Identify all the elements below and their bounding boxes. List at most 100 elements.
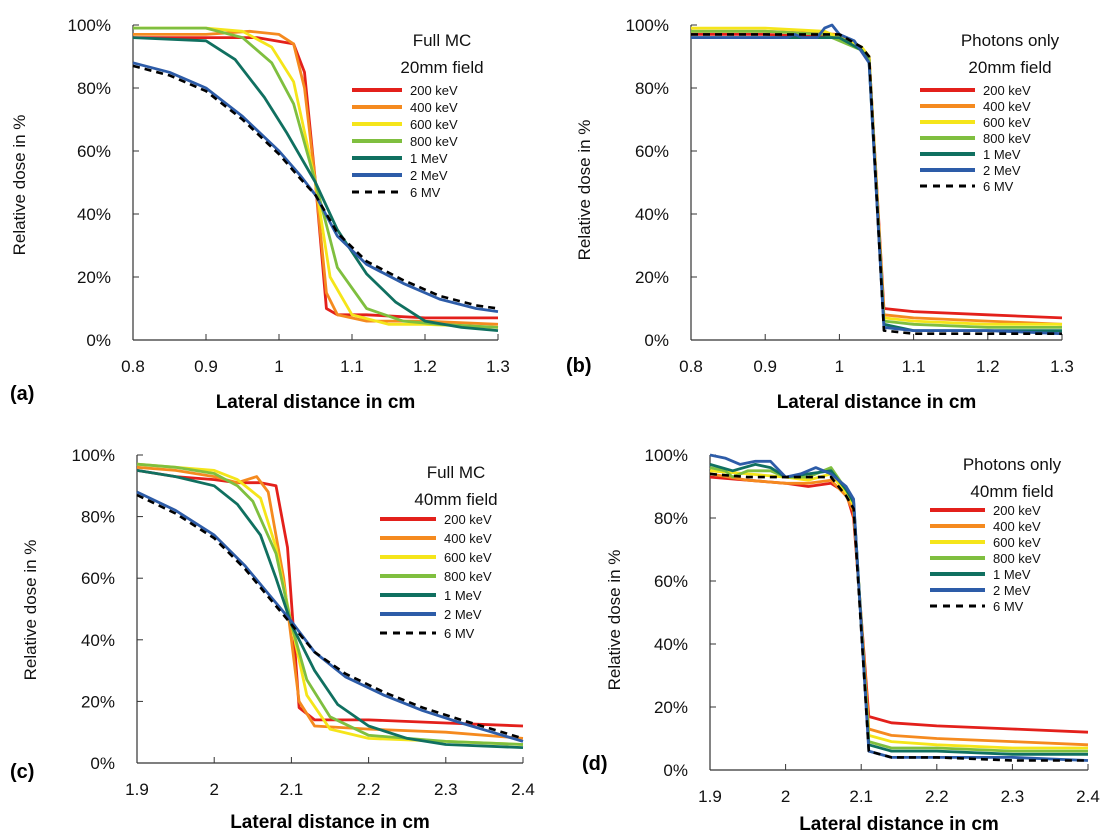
chart-panel-0: 0.8 0.9 1 1.1 1.2 1.3 0% 20% 40% 60% 80% 100% 200 ke… [10, 16, 510, 413]
legend-label: 600 keV [993, 535, 1041, 550]
series-line-400-kev [709, 472, 1089, 747]
y-tick-label: 60% [654, 572, 688, 591]
x-tick-label: 2.3 [434, 780, 458, 799]
chart-annotation: 20mm field [968, 58, 1051, 77]
y-tick-label: 0% [90, 754, 115, 773]
x-tick-label: 2.1 [849, 787, 873, 806]
x-tick-label: 1.1 [340, 357, 364, 376]
x-tick-label: 0.9 [753, 357, 777, 376]
series-line-1-mev [132, 36, 499, 332]
y-tick-label: 80% [654, 509, 688, 528]
chart-panel-2: 1.9 2 2.1 2.2 2.3 2.4 0% 20% 40% 60% 80% 100% 200 ke… [10, 446, 535, 833]
y-tick-label: 100% [645, 446, 688, 465]
series-line-800-kev [691, 29, 1062, 329]
x-tick-label: 2 [781, 787, 790, 806]
legend-label: 1 MeV [410, 151, 448, 166]
y-tick-label: 40% [635, 205, 669, 224]
y-tick-label: 100% [68, 16, 111, 35]
x-tick-label: 1.9 [125, 780, 149, 799]
legend-label: 400 keV [993, 519, 1041, 534]
y-tick-label: 20% [77, 268, 111, 287]
legend-label: 600 keV [983, 115, 1031, 130]
x-tick-label: 1.2 [976, 357, 1000, 376]
x-tick-label: 1.1 [902, 357, 926, 376]
series-line-600-kev [709, 469, 1088, 750]
y-tick-label: 0% [663, 761, 688, 780]
legend-label: 200 keV [993, 503, 1041, 518]
series-line-2-mev [691, 23, 1063, 336]
y-tick-label: 80% [77, 79, 111, 98]
y-tick-label: 40% [77, 205, 111, 224]
series-line-800-kev [136, 462, 524, 746]
y-tick-label: 60% [77, 142, 111, 161]
legend-label: 6 MV [410, 185, 441, 200]
legend-label: 1 MeV [993, 567, 1031, 582]
panel-label: (b) [566, 355, 592, 377]
legend-label: 1 MeV [983, 147, 1021, 162]
legend-label: 200 keV [444, 512, 492, 527]
x-axis-label: Lateral distance in cm [230, 812, 430, 833]
legend-label: 200 keV [983, 83, 1031, 98]
x-axis-label: Lateral distance in cm [777, 392, 977, 413]
x-tick-label: 2.4 [1076, 787, 1100, 806]
y-axis-label: Relative dose in % [10, 115, 29, 256]
y-tick-label: 80% [81, 508, 115, 527]
legend-label: 2 MeV [444, 607, 482, 622]
x-tick-label: 1.3 [1050, 357, 1074, 376]
legend-label: 2 MeV [983, 163, 1021, 178]
legend-label: 600 keV [444, 550, 492, 565]
x-tick-label: 2 [209, 780, 218, 799]
x-tick-label: 0.8 [121, 357, 145, 376]
legend-label: 800 keV [410, 134, 458, 149]
y-tick-label: 0% [644, 331, 669, 350]
x-axis-label: Lateral distance in cm [216, 392, 416, 413]
legend-label: 400 keV [444, 531, 492, 546]
series-line-6-mv [709, 472, 1088, 762]
series-line-6-mv [136, 493, 524, 740]
y-tick-label: 20% [635, 268, 669, 287]
y-axis-label: Relative dose in % [21, 540, 40, 681]
series-line-200-kev [136, 469, 524, 728]
legend-label: 2 MeV [993, 583, 1031, 598]
legend-label: 6 MV [444, 626, 475, 641]
legend-label: 6 MV [993, 599, 1024, 614]
chart-annotation: Full MC [413, 31, 472, 50]
x-tick-label: 2.1 [280, 780, 304, 799]
chart-panel-3: 1.9 2 2.1 2.2 2.3 2.4 0% 20% 40% 60% 80% 100% 200 ke… [582, 446, 1100, 835]
x-axis-label: Lateral distance in cm [799, 814, 999, 835]
chart-annotation: Photons only [963, 455, 1062, 474]
y-tick-label: 40% [81, 631, 115, 650]
y-tick-label: 100% [626, 16, 669, 35]
y-tick-label: 20% [81, 692, 115, 711]
x-tick-label: 2.4 [511, 780, 535, 799]
y-tick-label: 80% [635, 79, 669, 98]
legend-label: 400 keV [410, 100, 458, 115]
x-tick-label: 1 [274, 357, 283, 376]
chart-annotation: Full MC [427, 463, 486, 482]
legend-label: 800 keV [993, 551, 1041, 566]
y-tick-label: 40% [654, 635, 688, 654]
y-tick-label: 20% [654, 698, 688, 717]
y-axis-label: Relative dose in % [605, 550, 624, 691]
legend-label: 400 keV [983, 99, 1031, 114]
y-tick-label: 60% [81, 569, 115, 588]
chart-annotation: Photons only [961, 31, 1060, 50]
y-axis-label: Relative dose in % [575, 120, 594, 261]
legend-label: 800 keV [444, 569, 492, 584]
legend-label: 6 MV [983, 179, 1014, 194]
panel-label: (a) [10, 383, 34, 405]
x-tick-label: 1 [835, 357, 844, 376]
chart-annotation: 40mm field [414, 490, 497, 509]
x-tick-label: 0.9 [194, 357, 218, 376]
panel-label: (d) [582, 753, 608, 775]
x-tick-label: 1.2 [413, 357, 437, 376]
y-tick-label: 0% [86, 331, 111, 350]
series-line-6-mv [132, 64, 499, 310]
y-tick-label: 60% [635, 142, 669, 161]
x-tick-label: 1.3 [486, 357, 510, 376]
x-tick-label: 2.3 [1001, 787, 1025, 806]
series-line-6-mv [691, 33, 1062, 336]
legend-label: 1 MeV [444, 588, 482, 603]
legend-label: 2 MeV [410, 168, 448, 183]
